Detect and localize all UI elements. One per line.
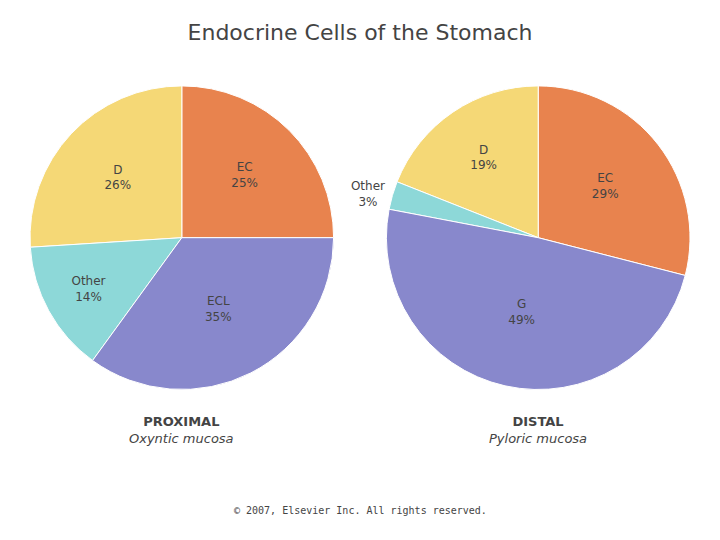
svg-text:D19%: D19% xyxy=(470,143,497,173)
svg-text:Endocrine Cells of the Stomach: Endocrine Cells of the Stomach xyxy=(188,20,533,45)
svg-text:D26%: D26% xyxy=(104,163,131,193)
svg-text:EC25%: EC25% xyxy=(231,160,258,190)
svg-text:EC29%: EC29% xyxy=(592,171,619,201)
svg-text:Other3%: Other3% xyxy=(351,179,385,209)
svg-text:G49%: G49% xyxy=(508,297,535,327)
svg-text:DISTALPyloric mucosa: DISTALPyloric mucosa xyxy=(489,414,587,446)
svg-text:© 2007, Elsevier Inc. All righ: © 2007, Elsevier Inc. All rights reserve… xyxy=(234,505,487,516)
svg-text:PROXIMALOxyntic mucosa: PROXIMALOxyntic mucosa xyxy=(129,414,234,446)
svg-text:ECL35%: ECL35% xyxy=(205,294,232,324)
svg-text:Other14%: Other14% xyxy=(71,274,105,304)
